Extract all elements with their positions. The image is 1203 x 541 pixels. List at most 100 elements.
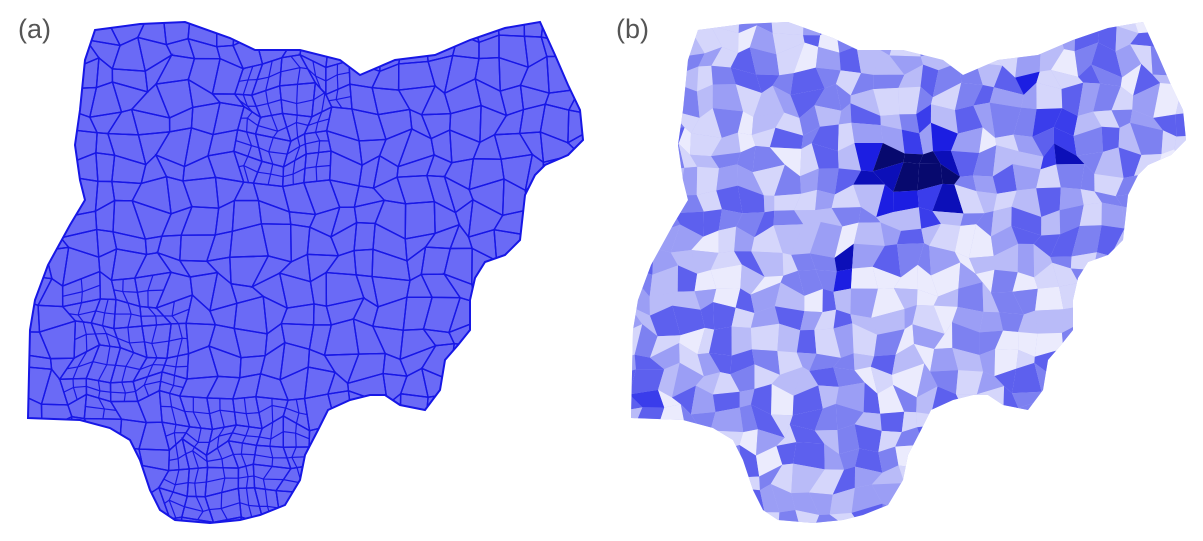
lga-boundary xyxy=(74,333,96,341)
panel-a-label: (a) xyxy=(18,14,51,44)
lga-boundary xyxy=(588,132,601,159)
lga-cell xyxy=(871,22,897,38)
lga-cell xyxy=(1072,370,1105,397)
lga-cell xyxy=(710,22,740,34)
lga-choropleth-cells xyxy=(631,22,1203,541)
lga-cell xyxy=(809,367,839,387)
lga-cell xyxy=(1150,267,1184,292)
lga-cell xyxy=(673,533,705,541)
lga-cell xyxy=(958,484,983,513)
lga-cell xyxy=(917,243,931,276)
lga-cell xyxy=(653,26,681,58)
lga-cell xyxy=(1012,272,1038,292)
lga-cell xyxy=(893,288,918,310)
lga-boundary xyxy=(237,516,268,523)
lga-cell xyxy=(1018,402,1035,435)
lga-cell xyxy=(673,211,704,237)
lga-cell xyxy=(653,446,680,472)
lga-boundary xyxy=(164,364,188,368)
lga-boundary xyxy=(385,485,409,523)
lga-cell xyxy=(989,470,1020,484)
lga-cell xyxy=(858,207,881,223)
lga-cell xyxy=(730,349,755,375)
lga-cell xyxy=(676,22,703,31)
lga-boundary xyxy=(588,401,601,418)
lga-boundary xyxy=(160,516,183,523)
lga-boundary xyxy=(302,462,341,494)
lga-cell xyxy=(1190,243,1203,277)
lga-cell xyxy=(837,424,860,455)
lga-cell xyxy=(1091,42,1123,78)
lga-cell xyxy=(1169,427,1186,452)
lga-cell xyxy=(636,89,662,111)
lga-cell xyxy=(982,282,1000,313)
lga-cell xyxy=(1092,309,1122,336)
lga-boundary xyxy=(328,96,352,102)
lga-boundary xyxy=(594,439,601,479)
lga-boundary xyxy=(570,22,583,45)
lga-cell xyxy=(872,266,901,289)
lga-boundary xyxy=(593,326,601,352)
lga-boundary xyxy=(397,522,436,523)
lga-boundary xyxy=(107,464,144,504)
lga-cell xyxy=(1050,256,1072,269)
lga-cell xyxy=(1093,348,1121,371)
lga-cell xyxy=(661,70,682,90)
lga-cell xyxy=(990,225,1019,256)
lga-cell xyxy=(910,462,942,494)
lga-cell xyxy=(752,164,785,196)
lga-cell xyxy=(703,209,722,237)
lga-boundary xyxy=(544,392,580,425)
lga-cell xyxy=(1192,474,1203,489)
lga-cell xyxy=(676,446,704,470)
lga-cell xyxy=(810,524,844,541)
lga-cell xyxy=(658,362,680,398)
lga-cell xyxy=(1175,84,1186,115)
lga-boundary xyxy=(34,474,74,492)
lga-boundary xyxy=(160,405,185,412)
lga-cell xyxy=(843,524,864,541)
lga-boundary xyxy=(115,364,141,371)
lga-boundary xyxy=(547,346,570,384)
lga-cell xyxy=(1132,82,1161,118)
lga-cell xyxy=(1118,147,1142,178)
lga-cell xyxy=(1059,383,1081,412)
lga-boundary xyxy=(67,466,94,501)
lga-cell xyxy=(1171,384,1186,418)
lga-cell xyxy=(815,207,843,227)
lga-boundary xyxy=(325,447,362,472)
lga-cell xyxy=(853,222,885,246)
lga-cell xyxy=(702,430,711,454)
lga-cell xyxy=(1177,323,1186,357)
lga-cell xyxy=(891,343,925,375)
lga-cell xyxy=(1056,22,1082,27)
lga-boundary xyxy=(257,171,284,178)
lga-cell xyxy=(631,91,644,115)
lga-cell xyxy=(890,526,918,541)
lga-cell xyxy=(955,370,984,395)
lga-cell xyxy=(778,510,803,523)
lga-boundary xyxy=(90,517,116,523)
lga-cell xyxy=(979,348,996,377)
lga-cell xyxy=(855,448,883,473)
lga-cell xyxy=(814,430,840,455)
lga-cell xyxy=(1192,488,1203,511)
lga-cell xyxy=(738,25,757,53)
lga-boundary xyxy=(515,270,551,310)
lga-cell xyxy=(631,266,640,287)
lga-boundary xyxy=(570,462,583,504)
lga-boundary xyxy=(501,341,523,374)
lga-boundary xyxy=(384,514,405,523)
lga-cell xyxy=(1169,409,1186,430)
lga-cell xyxy=(751,349,780,375)
lga-cell xyxy=(896,228,925,245)
lga-cell xyxy=(1109,444,1134,474)
lga-cell xyxy=(776,442,797,465)
lga-cell xyxy=(964,28,979,58)
lga-boundary xyxy=(443,473,485,500)
lga-cell xyxy=(814,83,842,111)
lga-cell xyxy=(893,264,918,290)
lga-cell xyxy=(835,22,865,31)
lga-boundary xyxy=(563,369,583,409)
lga-cell xyxy=(735,288,755,314)
